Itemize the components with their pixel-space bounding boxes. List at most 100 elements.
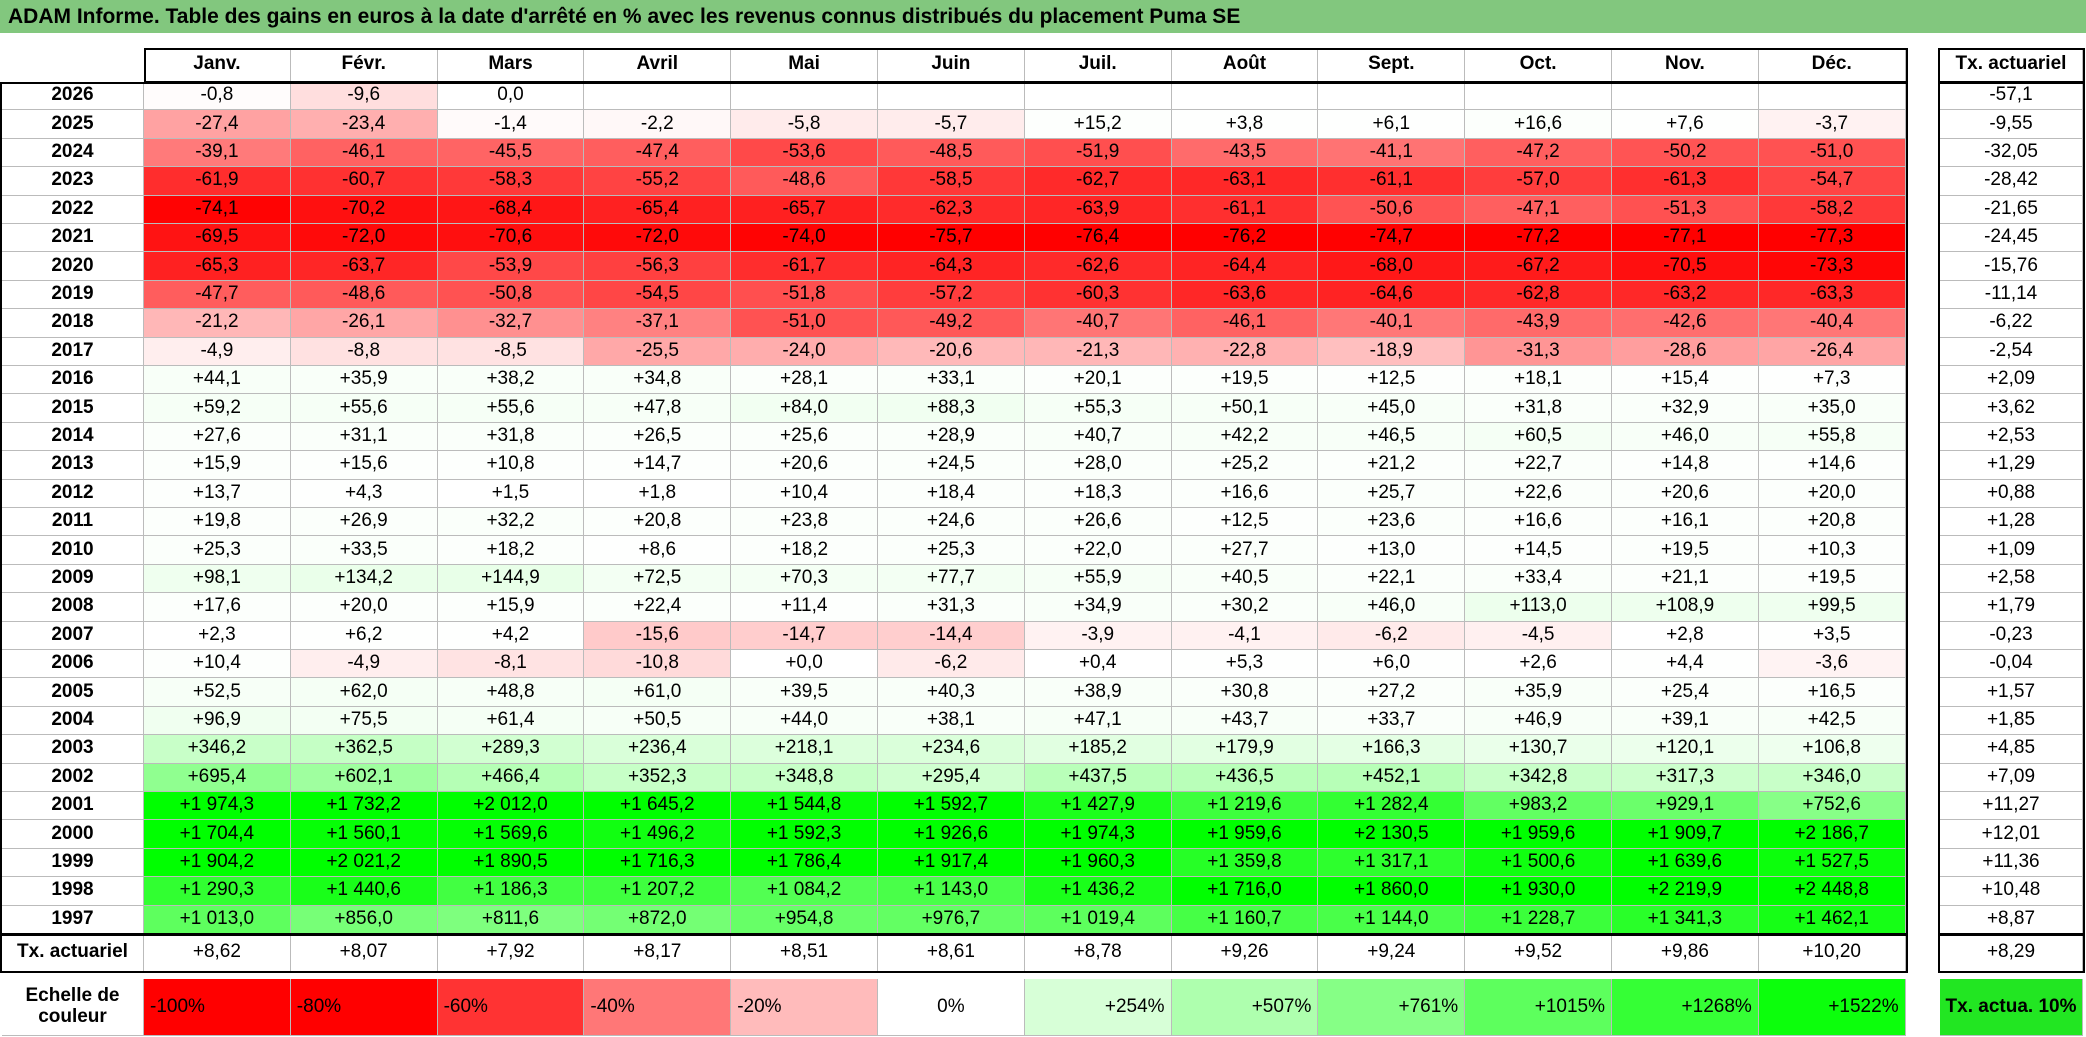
rate-cell: -15,76 [1940,252,2083,281]
value-cell: +1 496,2 [584,820,732,849]
value-cell: +1 462,1 [1758,905,1906,934]
year-label: 2021 [2,224,144,253]
value-cell: -0,8 [144,82,291,111]
month-header: Juil. [1024,48,1172,82]
value-cell: -53,9 [437,252,585,281]
value-cell: +2,6 [1465,650,1612,679]
rate-cell: -28,42 [1940,167,2083,196]
value-cell: +13,7 [144,479,291,508]
value-cell: +144,9 [437,564,585,594]
value-cell: -53,6 [731,138,878,168]
value-cell: -3,9 [1024,621,1172,650]
value-cell: +20,6 [731,451,878,480]
value-cell: -57,2 [878,280,1025,310]
value-cell: -40,4 [1758,309,1906,338]
value-cell: -60,7 [290,167,438,196]
value-cell: +466,4 [437,763,585,792]
value-cell: +16,6 [1465,110,1612,139]
value-cell: +26,9 [290,508,438,537]
value-cell: +24,5 [878,451,1025,480]
value-cell: +75,5 [290,706,438,736]
value-cell: +185,2 [1024,735,1172,764]
value-cell: +28,9 [878,422,1025,452]
value-cell: +1 317,1 [1318,848,1466,878]
value-cell: +1 527,5 [1758,848,1906,878]
value-cell: +752,6 [1758,792,1906,821]
value-cell: +14,6 [1758,451,1906,480]
value-cell: +5,3 [1171,650,1319,679]
value-cell: +2 448,8 [1758,877,1906,906]
value-cell: +1 144,0 [1318,905,1466,934]
value-cell: -70,2 [290,195,438,224]
value-cell: -57,0 [1465,167,1612,196]
value-cell: +602,1 [290,763,438,792]
value-cell [731,82,878,111]
value-cell: -41,1 [1318,138,1466,168]
value-cell: +113,0 [1465,593,1612,622]
legend-step: +254% [1024,979,1172,1036]
value-cell: +6,0 [1318,650,1466,679]
value-cell: -18,9 [1318,337,1466,366]
value-cell: +437,5 [1024,763,1172,792]
value-cell: +98,1 [144,564,291,594]
value-cell: +23,6 [1318,508,1466,537]
value-cell: +77,7 [878,564,1025,594]
value-cell: -37,1 [584,309,732,338]
value-cell: -39,1 [144,138,291,168]
value-cell: +21,2 [1318,451,1466,480]
month-header: Oct. [1465,48,1612,82]
value-cell: +33,7 [1318,706,1466,736]
value-cell: +134,2 [290,564,438,594]
value-cell: +33,5 [290,536,438,565]
value-cell: +1 930,0 [1465,877,1612,906]
value-cell: +1 160,7 [1171,905,1319,934]
value-cell: +1 860,0 [1318,877,1466,906]
value-cell: +46,5 [1318,422,1466,452]
value-cell: +55,6 [290,394,438,423]
value-cell: +59,2 [144,394,291,423]
value-cell: -25,5 [584,337,732,366]
value-cell: +1 207,2 [584,877,732,906]
rate-cell: -24,45 [1940,224,2083,253]
value-cell: +1 959,6 [1465,820,1612,849]
value-cell: -62,3 [878,195,1025,224]
value-cell: +15,4 [1612,366,1759,395]
value-cell: +3,8 [1171,110,1319,139]
value-cell: -67,2 [1465,252,1612,281]
value-cell: -43,9 [1465,309,1612,338]
value-cell: +16,6 [1465,508,1612,537]
value-cell: +295,4 [878,763,1025,792]
rate-cell: -6,22 [1940,309,2083,338]
year-label: 2016 [2,366,144,395]
value-cell: -75,7 [878,224,1025,253]
value-cell: +11,4 [731,593,878,622]
value-cell: +2,3 [144,621,291,650]
value-cell: +18,2 [437,536,585,565]
footer-cell: +9,52 [1465,934,1612,972]
value-cell: +55,8 [1758,422,1906,452]
value-cell: -63,1 [1171,167,1319,196]
year-label: 2011 [2,508,144,537]
value-cell: -42,6 [1612,309,1759,338]
value-cell: -51,0 [1758,138,1906,168]
value-cell: -3,7 [1758,110,1906,139]
value-cell: +60,5 [1465,422,1612,452]
value-cell: +1 960,3 [1024,848,1172,878]
value-cell: +38,1 [878,706,1025,736]
month-header: Févr. [290,48,438,82]
value-cell: -51,8 [731,280,878,310]
value-cell: -8,1 [437,650,585,679]
year-label: 1997 [2,905,144,934]
value-cell: +976,7 [878,905,1025,934]
value-cell: +352,3 [584,763,732,792]
year-label: 2014 [2,422,144,452]
value-cell: +1 974,3 [1024,820,1172,849]
value-cell: +12,5 [1171,508,1319,537]
value-cell: +2,8 [1612,621,1759,650]
value-cell: -20,6 [878,337,1025,366]
value-cell: +45,0 [1318,394,1466,423]
value-cell: +26,6 [1024,508,1172,537]
value-cell: -54,7 [1758,167,1906,196]
value-cell: +1 732,2 [290,792,438,821]
